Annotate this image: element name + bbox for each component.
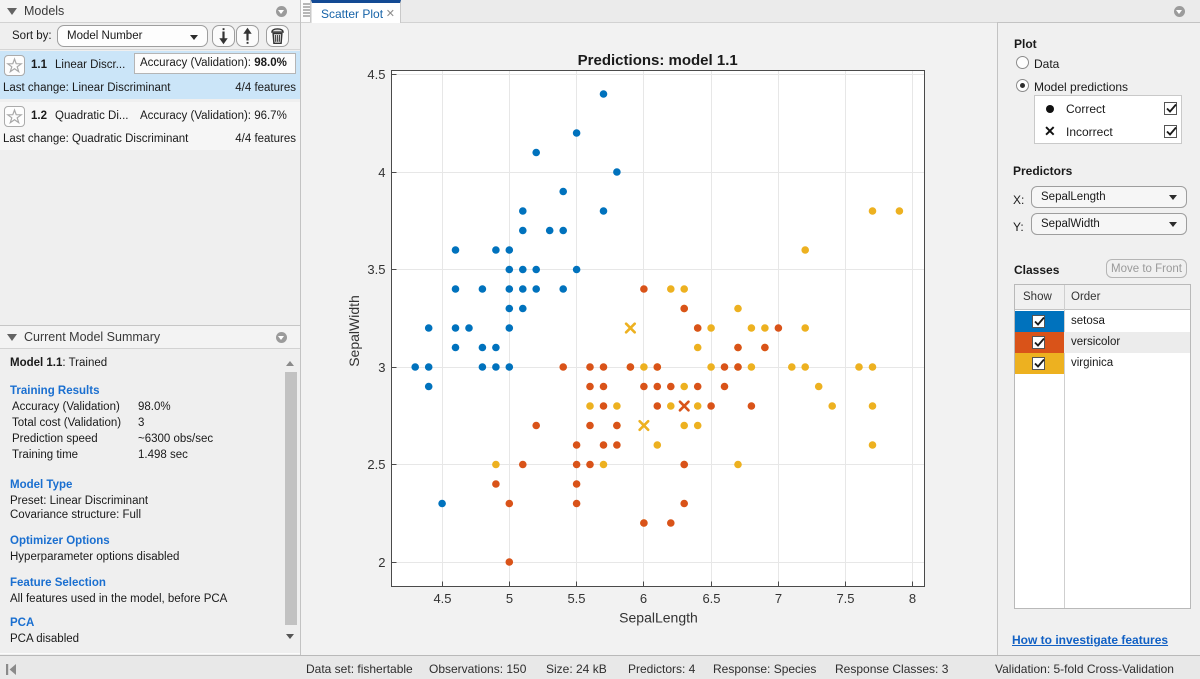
svg-text:SepalLength: SepalLength bbox=[619, 610, 698, 626]
svg-text:4.5: 4.5 bbox=[433, 591, 451, 606]
svg-text:4.5: 4.5 bbox=[367, 67, 385, 82]
svg-text:5.5: 5.5 bbox=[567, 591, 585, 606]
svg-text:6: 6 bbox=[640, 591, 647, 606]
svg-text:7.5: 7.5 bbox=[836, 591, 854, 606]
svg-text:3: 3 bbox=[378, 360, 385, 375]
svg-text:5: 5 bbox=[506, 591, 513, 606]
svg-text:4: 4 bbox=[378, 165, 385, 180]
svg-text:2.5: 2.5 bbox=[367, 457, 385, 472]
svg-text:2: 2 bbox=[378, 555, 385, 570]
svg-text:Predictions: model 1.1: Predictions: model 1.1 bbox=[578, 52, 738, 69]
svg-text:SepalWidth: SepalWidth bbox=[346, 295, 362, 367]
svg-text:6.5: 6.5 bbox=[702, 591, 720, 606]
svg-text:3.5: 3.5 bbox=[367, 262, 385, 277]
svg-text:8: 8 bbox=[909, 591, 916, 606]
svg-text:7: 7 bbox=[775, 591, 782, 606]
